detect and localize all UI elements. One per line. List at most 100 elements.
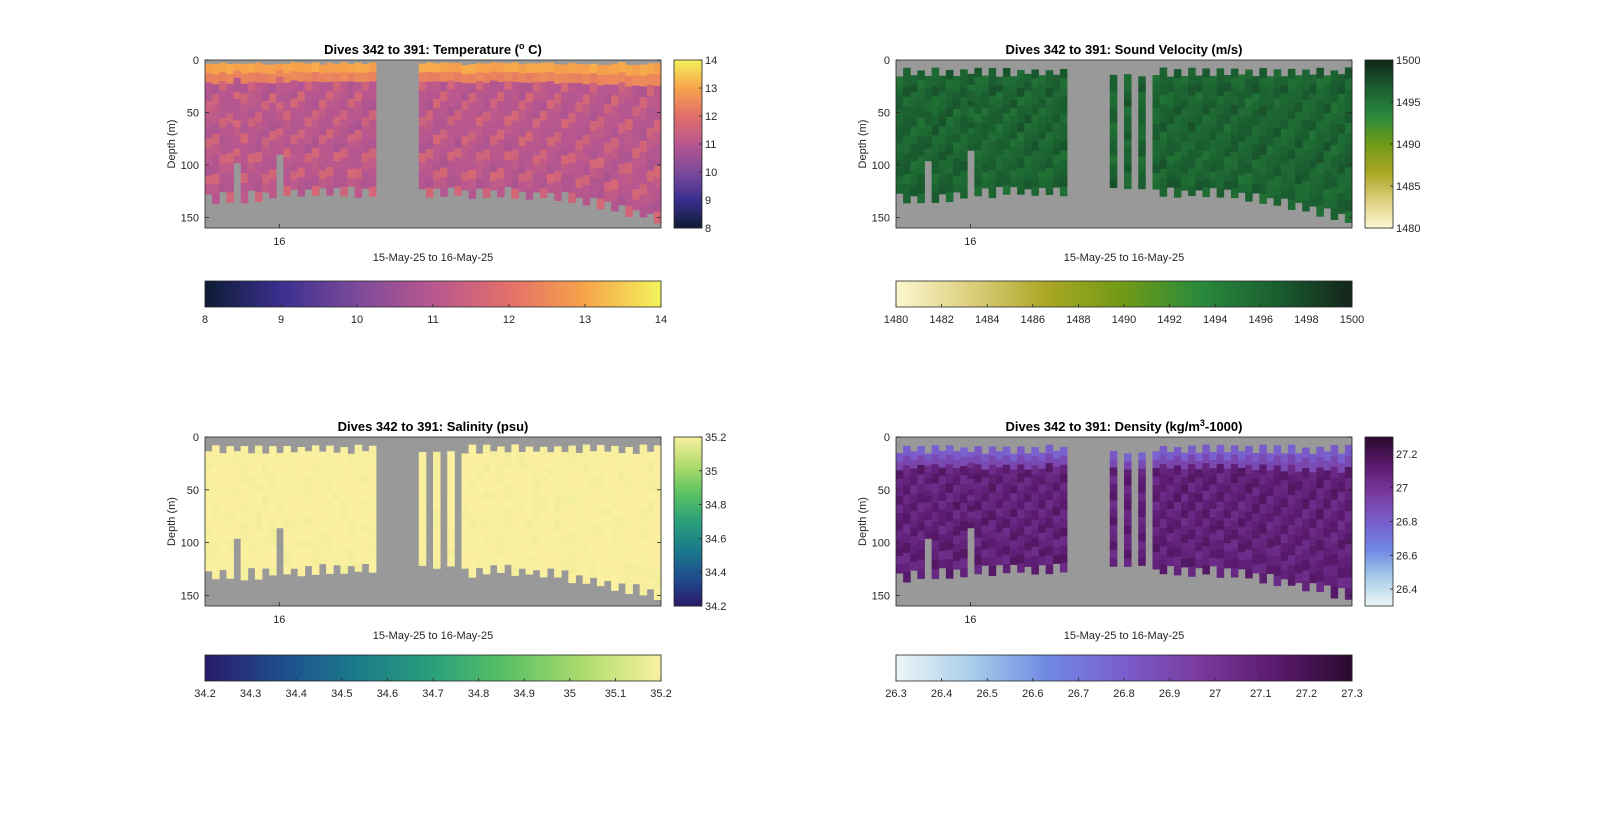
data-cell — [967, 73, 975, 80]
data-cell — [361, 483, 370, 492]
data-cell — [454, 129, 462, 140]
data-cell — [1002, 464, 1011, 475]
data-cell — [269, 482, 277, 493]
data-cell — [212, 483, 220, 494]
y-tick-label: 50 — [878, 485, 890, 497]
data-cell — [554, 83, 562, 94]
data-cell — [1216, 77, 1225, 88]
data-cell — [276, 511, 284, 518]
data-cell — [290, 551, 299, 561]
data-cell — [924, 94, 933, 101]
data-cell — [1181, 100, 1189, 110]
data-cell — [504, 540, 512, 549]
bottom-colorbar-segment — [360, 655, 366, 681]
data-cell — [1173, 69, 1182, 79]
data-cell — [653, 577, 662, 589]
data-cell — [981, 155, 990, 165]
bottom-colorbar-segment — [497, 655, 502, 681]
data-cell — [482, 92, 491, 103]
data-cell — [1173, 447, 1182, 457]
data-cell — [646, 549, 655, 560]
data-cell — [589, 149, 598, 160]
data-cell — [454, 157, 462, 168]
data-cell — [903, 523, 911, 534]
data-cell — [475, 72, 484, 82]
data-cell — [1002, 491, 1011, 502]
bottom-colorbar-segment — [486, 655, 491, 681]
data-cell — [1195, 551, 1203, 560]
x-tick-label: 16 — [273, 236, 285, 248]
side-colorbar-segment — [674, 222, 702, 226]
bottom-colorbar-segment — [1089, 655, 1095, 681]
data-cell — [1230, 464, 1239, 474]
data-cell — [988, 132, 997, 143]
bottom-colorbar-segment — [414, 281, 419, 307]
data-cell — [1109, 450, 1118, 460]
bottom-colorbar-segment — [512, 655, 518, 681]
side-colorbar-segment — [674, 60, 702, 64]
bottom-colorbar-segment — [379, 655, 385, 681]
data-cell — [967, 457, 975, 464]
data-cell — [974, 555, 982, 566]
bottom-colorbar-segment — [1314, 655, 1319, 681]
side-colorbar-segment — [1365, 583, 1393, 587]
bottom-colorbar-segment — [1344, 655, 1349, 681]
data-cell — [269, 547, 277, 558]
data-cell — [368, 167, 377, 178]
bottom-colorbar-segment — [531, 655, 537, 681]
data-cell — [1031, 87, 1039, 97]
data-cell — [618, 92, 626, 104]
data-cell — [910, 118, 918, 128]
data-cell — [247, 559, 256, 569]
data-cell — [1038, 91, 1047, 100]
data-cell — [1002, 158, 1011, 168]
data-cell — [340, 537, 348, 547]
side-colorbar-segment — [1365, 569, 1393, 573]
data-cell — [1017, 527, 1025, 537]
data-cell — [297, 81, 306, 92]
data-cell — [1252, 167, 1260, 177]
bottom-colorbar-segment — [1131, 655, 1136, 681]
data-cell — [418, 72, 427, 82]
data-cell — [347, 493, 356, 503]
data-cell — [525, 150, 534, 161]
data-cell — [276, 474, 284, 481]
side-colorbar-segment — [674, 493, 702, 497]
bottom-colorbar-segment — [1139, 281, 1144, 307]
data-cell — [525, 565, 534, 575]
data-cell — [1045, 150, 1054, 160]
data-cell — [240, 455, 249, 466]
side-colorbar-segment — [1365, 163, 1393, 167]
side-colorbar-segment — [1365, 113, 1393, 117]
side-colorbar-segment — [674, 225, 702, 229]
bottom-colorbar-segment — [953, 655, 958, 681]
data-cell — [347, 541, 356, 551]
data-cell — [525, 63, 534, 74]
data-cell — [653, 522, 662, 534]
bottom-colorbar-segment — [547, 281, 552, 307]
data-cell — [525, 537, 534, 548]
data-cell — [504, 72, 512, 82]
data-cell — [290, 134, 299, 145]
data-cell — [1124, 139, 1132, 149]
data-cell — [917, 108, 925, 119]
bottom-colorbar-segment — [1234, 655, 1239, 681]
data-cell — [547, 501, 555, 511]
data-cell — [575, 522, 584, 532]
data-cell — [568, 494, 576, 505]
data-cell — [1223, 526, 1232, 536]
data-cell — [425, 91, 434, 102]
data-cell — [1045, 141, 1054, 151]
data-cell — [1266, 530, 1275, 540]
data-cell — [1238, 451, 1246, 460]
data-cell — [1045, 176, 1054, 187]
data-cell — [333, 90, 341, 100]
bottom-colorbar-segment — [566, 655, 571, 681]
data-cell — [511, 528, 519, 539]
bottom-colorbar-tick-label: 27 — [1209, 688, 1221, 700]
side-colorbar-segment — [674, 597, 702, 601]
data-cell — [1323, 537, 1332, 548]
side-colorbar-tick-label: 11 — [705, 139, 716, 151]
data-cell — [1024, 509, 1032, 519]
data-cell — [504, 133, 512, 143]
